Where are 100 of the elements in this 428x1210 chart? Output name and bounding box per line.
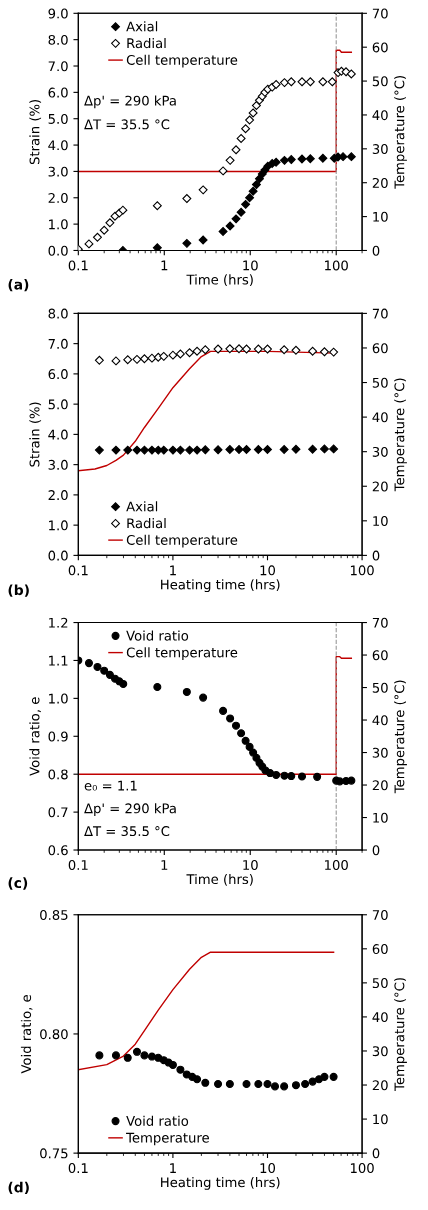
y-tick-label: 0.6	[48, 845, 68, 856]
y2-tick-label: 40	[372, 715, 388, 726]
y-axis-title: Void ratio, e	[20, 995, 33, 1074]
y2-tick-label: 20	[372, 481, 388, 492]
y-tick-label: 3.0	[48, 166, 68, 177]
y-tick-label: 0.9	[48, 731, 68, 742]
legend-label: Radial	[127, 37, 166, 49]
y2-tick-label: 70	[372, 617, 388, 628]
y-axis-title: Void ratio, e	[29, 697, 41, 776]
x-tick-label: 1	[161, 260, 168, 271]
y2-tick-label: 0	[372, 550, 380, 561]
y-tick-label: 8.0	[48, 34, 68, 45]
y2-tick-label: 40	[372, 110, 388, 121]
y-tick-label: 6.0	[48, 369, 68, 380]
y2-tick-label: 10	[373, 211, 388, 222]
y2-tick-label: 40	[372, 1012, 388, 1023]
y2-tick-label: 60	[372, 42, 388, 53]
x-tick-label: 100	[325, 260, 348, 271]
y-tick-label: 8.0	[48, 308, 68, 319]
y-tick-label: 6.0	[48, 87, 68, 98]
x-tick-label: 0.1	[68, 260, 88, 271]
y2-tick-label: 70	[372, 8, 388, 19]
text: (b)	[8, 584, 29, 597]
y-tick-label: 4.0	[48, 429, 68, 440]
annotation: ΔT = 35.5 °C	[84, 826, 170, 837]
y2-axis-title: Temperature (°C)	[394, 978, 407, 1091]
y-tick-label: 0.80	[40, 1029, 68, 1040]
x-tick-label: 0.1	[68, 565, 88, 576]
text: Void ratio	[126, 630, 189, 641]
y-tick-label: 9.0	[48, 8, 68, 19]
y2-tick-label: 30	[372, 144, 388, 155]
y-tick-label: 0.7	[48, 807, 68, 818]
y2-axis-title: Temperature (°C)	[394, 378, 407, 492]
y2-tick-label: 10	[373, 1114, 388, 1125]
x-tick-label: 10	[260, 565, 276, 576]
legend-label: Radial	[127, 517, 166, 529]
legend-label: Cell temperature	[126, 534, 238, 548]
y-tick-label: 7.0	[48, 338, 68, 349]
y2-tick-label: 40	[372, 412, 388, 423]
y2-tick-label: 20	[372, 780, 388, 791]
x-tick-label: 0.1	[68, 1163, 88, 1174]
annotation: Δp' = 290 kPa	[84, 95, 176, 109]
y-axis-title: Strain (%)	[29, 99, 42, 165]
y2-tick-label: 0	[372, 245, 380, 256]
legend-label: Void ratio	[126, 1115, 189, 1126]
y2-tick-label: 70	[372, 909, 388, 920]
y-tick-label: 4.0	[48, 140, 68, 151]
x-axis-title: Time (hrs)	[186, 274, 253, 287]
text: (c)	[8, 877, 28, 890]
y2-tick-label: 70	[372, 308, 388, 319]
y2-tick-label: 30	[372, 446, 388, 457]
x-tick-label: 100	[325, 859, 348, 870]
x-tick-label: 10	[243, 260, 258, 271]
y2-tick-label: 30	[372, 747, 388, 758]
x-tick-label: 1	[170, 1163, 176, 1173]
y2-tick-label: 20	[372, 177, 388, 188]
x-axis-title: Time (hrs)	[186, 873, 253, 886]
text: (a)	[8, 278, 29, 292]
y-tick-label: 5.0	[48, 399, 68, 410]
y-tick-label: 2.0	[48, 490, 68, 501]
x-tick-label: 10	[260, 1163, 276, 1174]
y-tick-label: 5.0	[48, 113, 68, 124]
legend-label: Temperature	[126, 1132, 209, 1146]
annotation: ΔT = 35.5 °C	[84, 119, 170, 130]
x-tick-label: 100	[350, 565, 374, 576]
y2-tick-label: 60	[372, 343, 388, 354]
y2-tick-label: 10	[373, 516, 388, 527]
y2-tick-label: 50	[372, 377, 388, 388]
legend-label: Axial	[126, 501, 158, 512]
text: (d)	[8, 1181, 29, 1195]
y-tick-label: 1.2	[49, 617, 68, 628]
x-tick-label: 1	[170, 565, 176, 576]
x-axis-title: Heating time (hrs)	[161, 1177, 280, 1190]
x-axis-title: Heating time (hrs)	[161, 579, 280, 593]
y-tick-label: 3.0	[48, 459, 68, 470]
y2-tick-label: 50	[372, 682, 388, 693]
y2-tick-label: 60	[372, 944, 388, 955]
y-axis-title: Strain (%)	[29, 402, 42, 467]
y2-tick-label: 30	[372, 1046, 388, 1057]
y-tick-label: 2.0	[48, 192, 68, 203]
y2-tick-label: 0	[372, 1148, 380, 1159]
y-tick-label: 1.0	[49, 219, 68, 230]
y-tick-label: 0.85	[40, 909, 68, 920]
y-tick-label: 0.75	[40, 1148, 68, 1159]
y2-tick-label: 50	[372, 978, 388, 989]
y-tick-label: 1.0	[49, 520, 68, 531]
y-tick-label: 0.0	[48, 550, 68, 561]
x-tick-label: 10	[243, 859, 258, 870]
annotation: e₀ = 1.1	[84, 780, 137, 791]
y2-axis-title: Temperature (°C)	[394, 76, 407, 189]
y2-tick-label: 0	[372, 845, 380, 856]
x-tick-label: 0.1	[68, 859, 88, 870]
y2-axis-title: Temperature (°C)	[394, 680, 407, 794]
y2-tick-label: 60	[372, 650, 388, 661]
y2-tick-label: 20	[372, 1080, 388, 1091]
y-tick-label: 0.8	[48, 769, 68, 780]
y-tick-label: 0.0	[48, 245, 68, 256]
y-tick-label: 1.1	[49, 655, 68, 666]
legend-label: Cell temperature	[126, 647, 238, 660]
legend-label: Axial	[126, 21, 158, 32]
